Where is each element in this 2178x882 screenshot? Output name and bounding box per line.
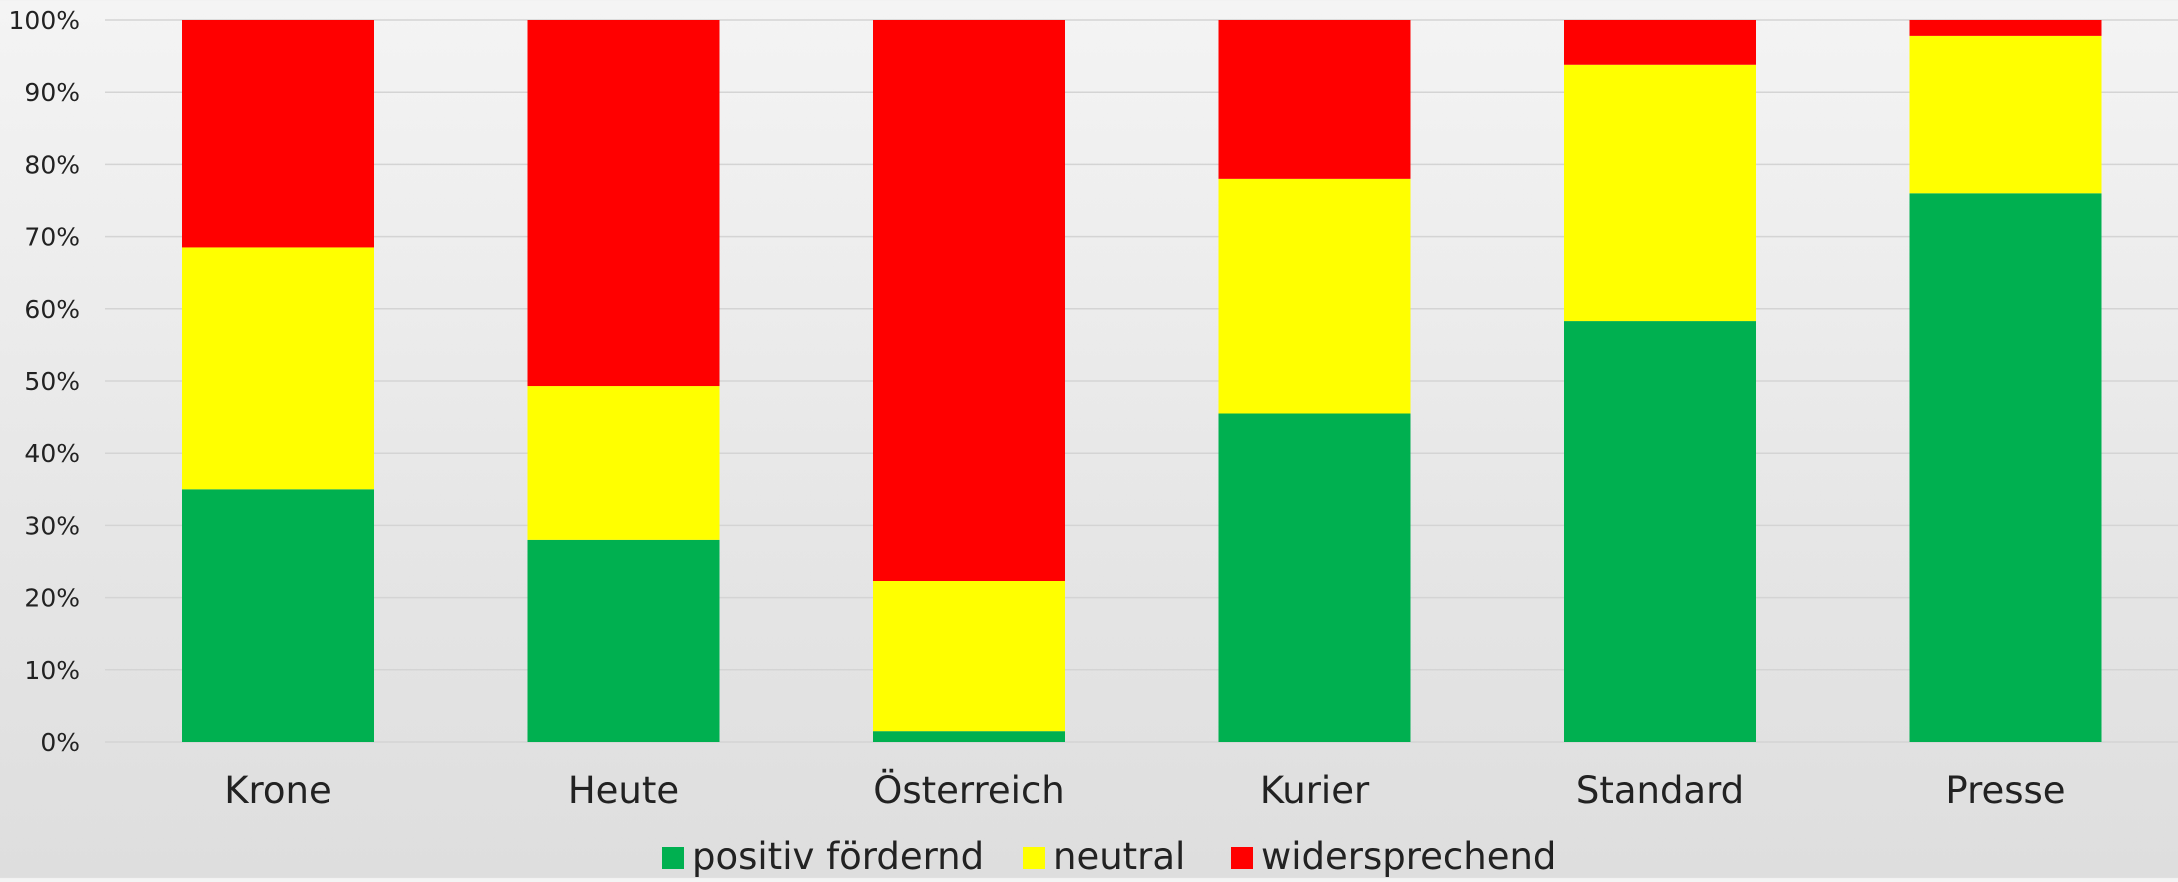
legend-swatch — [662, 847, 684, 869]
bar-segment — [1218, 413, 1411, 742]
bars — [182, 20, 2102, 742]
y-tick-label: 50% — [24, 367, 80, 396]
legend-swatch — [1023, 847, 1045, 869]
bar-group — [1909, 20, 2102, 742]
legend-item: positiv fördernd — [662, 835, 984, 878]
gridlines — [105, 19, 2178, 743]
bar-segment — [1909, 35, 2102, 194]
y-tick-label: 0% — [40, 728, 80, 757]
bar-segment — [182, 20, 374, 248]
legend-swatch — [1231, 847, 1253, 869]
bar-group — [873, 20, 1065, 742]
y-tick-label: 10% — [24, 656, 80, 685]
bar-segment — [527, 539, 720, 742]
bar-segment — [1564, 64, 1756, 322]
y-tick-label: 100% — [9, 6, 80, 35]
y-tick-label: 60% — [24, 295, 80, 324]
bar-segment — [182, 489, 374, 742]
x-tick-label: Presse — [1945, 769, 2065, 812]
legend-item: widersprechend — [1231, 835, 1556, 878]
bar-group — [527, 20, 720, 742]
x-tick-label: Krone — [224, 769, 332, 812]
y-tick-label: 90% — [24, 78, 80, 107]
bar-segment — [527, 386, 720, 540]
bar-segment — [1564, 20, 1756, 65]
legend-label: positiv fördernd — [692, 835, 984, 878]
bar-segment — [1218, 178, 1411, 414]
bar-segment — [873, 731, 1065, 742]
bar-group — [182, 20, 374, 742]
x-tick-label: Kurier — [1260, 769, 1370, 812]
x-tick-label: Österreich — [873, 769, 1064, 812]
bar-segment — [1218, 20, 1411, 179]
legend-label: widersprechend — [1261, 835, 1556, 878]
bar-segment — [527, 20, 720, 387]
legend-label: neutral — [1053, 835, 1185, 878]
y-tick-label: 20% — [24, 584, 80, 613]
legend-item: neutral — [1023, 835, 1185, 878]
legend: positiv fördernd neutral widersprechend — [662, 835, 1556, 878]
bar-segment — [1909, 20, 2102, 36]
bar-segment — [1909, 193, 2102, 742]
y-axis-ticks: 0% 10% 20% 30% 40% 50% 60% 70% 80% 90% 100% — [9, 6, 80, 757]
x-tick-label: Heute — [568, 769, 679, 812]
bar-group — [1218, 20, 1411, 742]
y-tick-label: 70% — [24, 223, 80, 252]
x-axis-ticks: Krone Heute Österreich Kurier Standard Presse — [224, 769, 2065, 812]
bar-segment — [873, 580, 1065, 732]
y-tick-label: 80% — [24, 150, 80, 179]
bar-segment — [873, 20, 1065, 581]
y-tick-label: 30% — [24, 511, 80, 540]
bar-group — [1564, 20, 1756, 742]
bar-segment — [1564, 321, 1756, 742]
x-tick-label: Standard — [1576, 769, 1744, 812]
bar-segment — [182, 247, 374, 490]
y-tick-label: 40% — [24, 439, 80, 468]
